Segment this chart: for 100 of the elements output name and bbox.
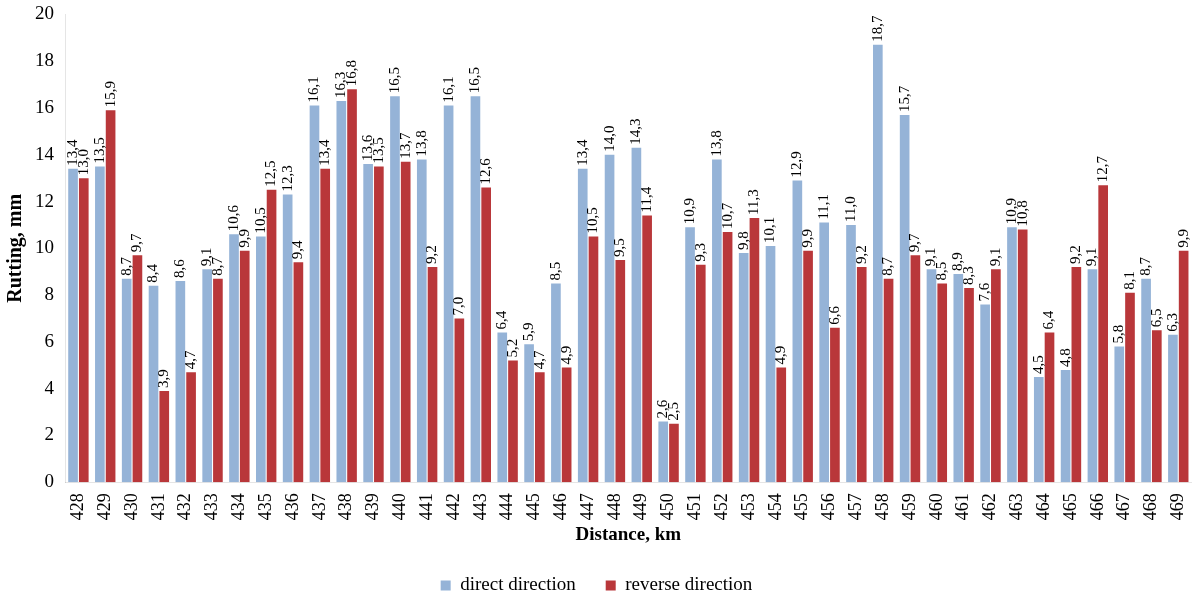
x-tick-label: 468 [1140,493,1161,521]
y-tick-label: 8 [44,283,54,305]
data-label: 12,6 [477,157,494,185]
bar [202,269,213,483]
bar [229,234,239,483]
y-tick-label: 12 [35,189,54,211]
bar [642,215,652,483]
data-label: 8,1 [1120,270,1137,290]
bar [712,159,722,483]
bar [846,224,856,483]
bar [1178,250,1189,483]
bar [213,278,223,483]
bar [470,96,481,483]
bar [148,285,159,483]
bar [1017,229,1028,483]
data-label: 12,5 [262,160,279,187]
y-axis-title: Rutting, mm [3,193,27,303]
data-label: 16,5 [385,67,402,94]
data-label: 5,9 [520,322,537,342]
x-tick-label: 433 [201,493,222,521]
data-label: 16,1 [439,76,456,103]
x-tick-label: 464 [1032,493,1053,521]
bar [685,227,695,483]
x-tick-label: 428 [67,493,88,521]
data-label: 14,0 [600,125,617,152]
bar [964,288,974,483]
data-label: 4,8 [1056,348,1073,367]
y-tick-label: 0 [44,470,54,492]
x-tick-label: 431 [147,493,168,521]
bar [374,166,384,483]
bar [738,252,749,483]
x-tick-label: 434 [228,493,249,521]
data-label: 11,3 [745,189,762,215]
x-tick-label: 444 [496,493,517,521]
x-tick-label: 465 [1059,493,1080,521]
data-label: 8,7 [117,256,134,276]
x-tick-label: 446 [550,493,571,521]
bar [1125,292,1135,483]
bar [524,344,534,483]
x-tick-label: 439 [362,493,383,521]
x-tick-label: 452 [710,493,731,521]
data-label: 13,5 [90,137,107,164]
bar [551,283,561,483]
x-tick-label: 432 [174,493,195,521]
legend-label: reverse direction [625,573,753,595]
bar [910,255,921,483]
x-tick-label: 436 [281,493,302,521]
data-label: 9,3 [691,242,708,262]
data-label: 8,5 [546,261,563,281]
data-label: 9,5 [611,238,628,257]
legend-label: direct direction [460,573,577,595]
bar [819,222,830,483]
bar [604,154,615,483]
x-tick-label: 462 [979,493,1000,521]
x-tick-label: 460 [925,493,946,521]
bar [159,390,170,483]
bar [1114,346,1125,483]
data-label: 16,5 [466,67,483,94]
data-label: 6,4 [493,310,510,330]
data-label: 4,9 [557,345,574,365]
bar [95,166,105,483]
bar [390,96,400,483]
bar [239,250,250,483]
x-tick-label: 442 [442,493,463,521]
bar [427,267,438,483]
data-label: 15,9 [101,81,118,108]
x-tick-label: 438 [335,493,356,521]
data-label: 12,9 [788,151,805,178]
x-tick-label: 455 [791,493,812,521]
bar [856,267,867,483]
x-axis-title: Distance, km [575,522,682,544]
data-label: 10,5 [584,207,601,234]
x-tick-label: 437 [308,493,329,521]
data-label: 13,8 [707,130,724,157]
bar [926,269,937,483]
data-label: 9,7 [906,233,923,253]
data-label: 9,8 [734,231,751,250]
data-label: 9,9 [1174,228,1191,248]
x-tick-label: 466 [1086,493,1107,521]
data-label: 11,0 [841,196,858,222]
bar [991,269,1001,483]
x-tick-label: 458 [871,493,892,521]
data-label: 6,4 [1040,310,1057,330]
bar [899,114,910,483]
data-label: 3,9 [155,369,172,388]
bar [347,89,357,483]
bar [803,250,813,483]
x-tick-label: 441 [415,493,436,521]
data-label: 6,6 [825,305,842,325]
x-tick-label: 463 [1006,493,1027,521]
x-tick-label: 459 [898,493,919,521]
data-label: 6,3 [1163,313,1180,332]
data-label: 9,2 [852,245,869,265]
x-tick-label: 454 [764,493,785,521]
bar [980,304,990,483]
data-label: 7,6 [976,282,993,302]
bar [1098,185,1108,483]
x-tick-label: 456 [818,493,839,521]
x-tick-label: 450 [657,493,678,521]
bar [293,262,304,483]
